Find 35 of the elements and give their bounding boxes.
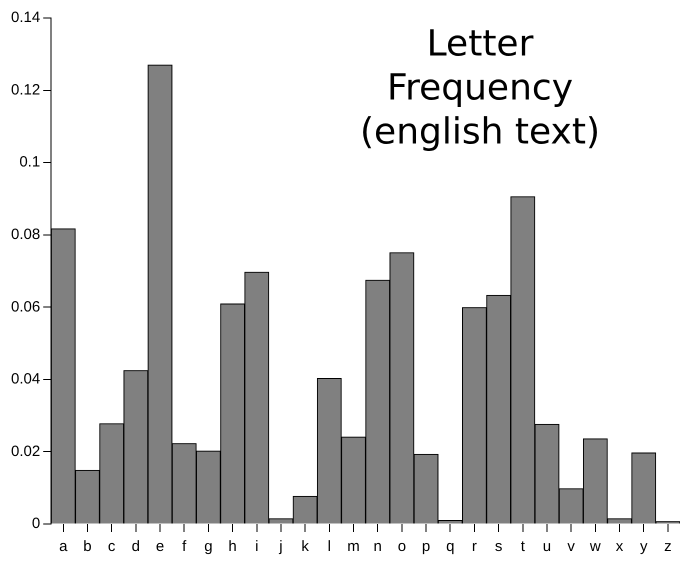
x-tick-label: d <box>132 538 140 556</box>
x-tick-label: r <box>472 538 477 556</box>
y-tick-label: 0.04 <box>10 370 40 388</box>
x-tick-label: k <box>301 538 310 556</box>
x-tick-label: f <box>182 538 188 556</box>
x-tick-label: x <box>616 538 624 556</box>
x-tick-label: g <box>204 538 213 556</box>
x-tick-label: l <box>328 538 331 556</box>
x-tick-label: i <box>255 538 258 556</box>
x-tick-label: p <box>422 538 430 556</box>
x-tick-label: h <box>228 538 237 556</box>
x-tick-label: s <box>494 538 502 556</box>
x-tick-label: n <box>374 538 382 556</box>
x-tick-label: b <box>83 538 92 556</box>
x-tick-label: v <box>567 538 576 556</box>
x-tick-label: z <box>664 538 672 556</box>
x-tick-label: o <box>398 538 406 556</box>
y-tick-label: 0.1 <box>19 154 40 171</box>
x-tick-label: t <box>520 538 526 556</box>
y-tick-label: 0 <box>32 515 40 532</box>
x-tick-label: y <box>640 538 648 556</box>
y-tick-label: 0.06 <box>10 298 40 316</box>
y-tick-label: 0.02 <box>10 442 40 460</box>
x-tick-label: j <box>278 538 283 556</box>
x-tick-label: m <box>347 538 360 556</box>
x-tick-label: c <box>108 538 116 556</box>
y-tick-label: 0.12 <box>10 81 40 98</box>
y-tick-label: 0.08 <box>10 226 40 243</box>
x-tick-label: e <box>156 538 164 556</box>
y-tick-label: 0.14 <box>10 9 40 26</box>
x-tick-label: q <box>446 538 454 556</box>
text: Letter Frequency (english text) <box>360 23 600 152</box>
x-tick-label: u <box>542 538 552 556</box>
x-tick-label: a <box>59 538 68 556</box>
x-tick-label: w <box>588 538 601 556</box>
